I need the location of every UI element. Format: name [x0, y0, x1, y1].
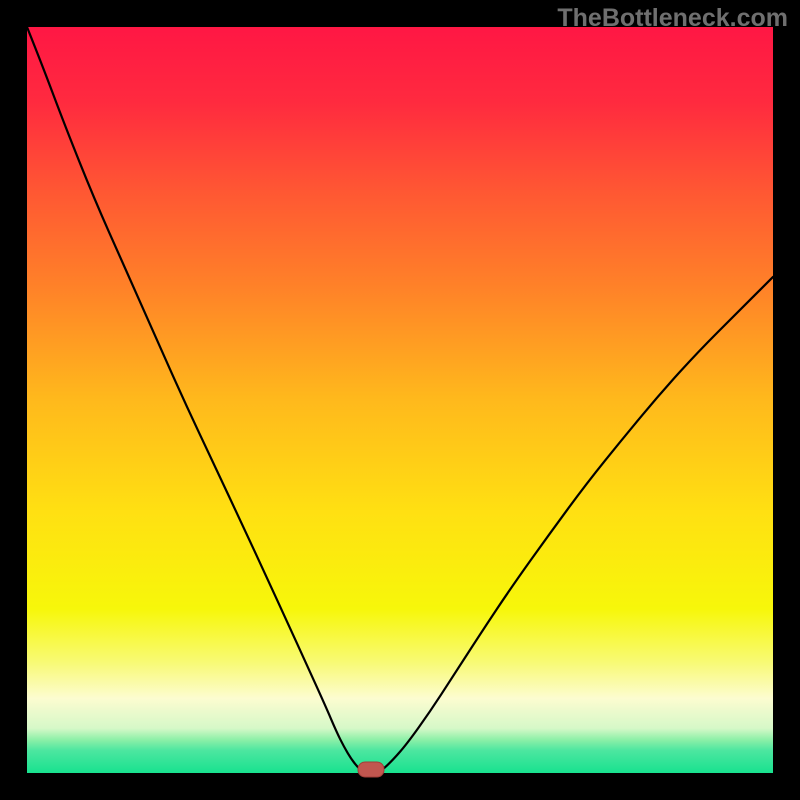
- watermark-text: TheBottleneck.com: [557, 4, 788, 33]
- optimal-point-marker: [357, 761, 385, 778]
- chart-container: TheBottleneck.com: [0, 0, 800, 800]
- bottleneck-curve: [27, 27, 773, 773]
